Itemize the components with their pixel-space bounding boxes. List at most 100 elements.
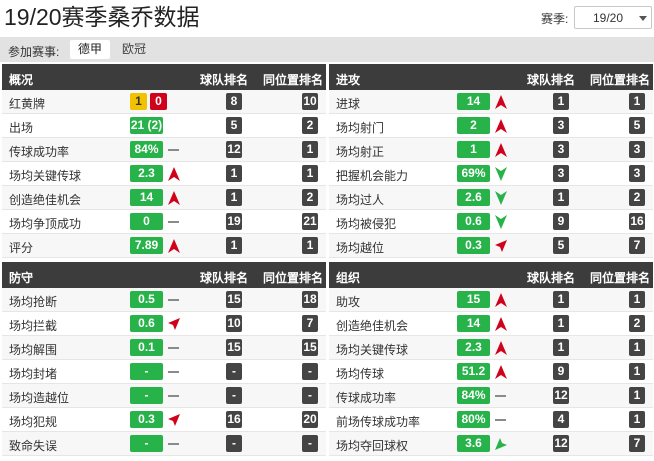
team-rank-value: 12 (553, 387, 569, 404)
team-rank-value: 12 (553, 435, 569, 452)
stat-row: 出场 21 (2) 5 2 (2, 114, 326, 138)
section-title: 防守 (9, 271, 34, 285)
stat-value: 0.3 (457, 237, 490, 254)
team-rank-value: - (226, 387, 242, 404)
position-rank-value: 1 (629, 363, 645, 380)
position-rank-value: 1 (302, 165, 318, 182)
trend-up-right-icon (494, 238, 508, 254)
section-header: 概况 球队排名 同位置排名 (2, 64, 326, 90)
stat-label: 进球 (336, 97, 361, 111)
team-rank-value: - (226, 363, 242, 380)
section-title: 概况 (9, 73, 34, 87)
stat-label: 场均拦截 (9, 319, 58, 333)
stat-value: 15 (457, 291, 490, 308)
stat-value: 14 (457, 93, 490, 110)
section-overview: 概况 球队排名 同位置排名 红黄牌 1 0 8 10 出场 21 (2) 5 2 传球成功率 84% 12 1… (2, 64, 326, 258)
stat-value: 0.6 (130, 315, 163, 332)
trend-up-icon (167, 190, 181, 206)
stat-label: 助攻 (336, 295, 361, 309)
trend-up-icon (167, 166, 181, 182)
stat-row: 红黄牌 1 0 8 10 (2, 90, 326, 114)
stat-label: 传球成功率 (9, 145, 70, 159)
position-rank-value: - (302, 435, 318, 452)
stat-label: 场均关键传球 (336, 343, 409, 357)
stat-row: 场均夺回球权 3.6 12 7 (329, 432, 653, 456)
trend-down-icon (494, 214, 508, 230)
stat-label: 评分 (9, 241, 34, 255)
stat-row: 评分 7.89 1 1 (2, 234, 326, 258)
stat-row: 场均传球 51.2 9 1 (329, 360, 653, 384)
stat-row: 进球 14 1 1 (329, 90, 653, 114)
position-rank-value: 2 (629, 189, 645, 206)
stat-value: 2 (457, 117, 490, 134)
stat-label: 场均夺回球权 (336, 439, 409, 453)
stat-value: 69% (457, 165, 490, 182)
page-title: 19/20赛季桑乔数据 (4, 4, 200, 30)
stat-label: 场均关键传球 (9, 169, 82, 183)
team-rank-value: 10 (226, 315, 242, 332)
stat-row: 场均争顶成功 0 19 21 (2, 210, 326, 234)
stat-row: 场均抢断 0.5 15 18 (2, 288, 326, 312)
team-rank-value: 15 (226, 339, 242, 356)
team-rank-value: 3 (553, 141, 569, 158)
section-header: 防守 球队排名 同位置排名 (2, 262, 326, 288)
trend-down-icon (494, 190, 508, 206)
trend-flat-icon (167, 292, 181, 308)
trend-up-icon (494, 142, 508, 158)
trend-down-icon (494, 166, 508, 182)
stat-row: 场均封堵 - - - (2, 360, 326, 384)
stat-label: 创造绝佳机会 (9, 193, 82, 207)
trend-flat-icon (494, 412, 508, 428)
position-rank-value: 7 (302, 315, 318, 332)
stat-row: 场均射正 1 3 3 (329, 138, 653, 162)
team-rank-value: 19 (226, 213, 242, 230)
competition-label: 参加赛事: (8, 45, 60, 59)
position-rank-value: 2 (629, 315, 645, 332)
stat-label: 场均传球 (336, 367, 385, 381)
section-header: 进攻 球队排名 同位置排名 (329, 64, 653, 90)
position-rank-value: 16 (629, 213, 645, 230)
stat-value: 2.6 (457, 189, 490, 206)
stat-label: 场均造越位 (9, 391, 70, 405)
yellow-card-count: 1 (130, 93, 147, 110)
stat-value: 0.3 (130, 411, 163, 428)
stat-row: 场均被侵犯 0.6 9 16 (329, 210, 653, 234)
stat-row: 场均造越位 - - - (2, 384, 326, 408)
stat-value: 0.6 (457, 213, 490, 230)
tab-champions-league[interactable]: 欧冠 (121, 42, 146, 56)
season-label: 赛季: (541, 12, 569, 26)
stat-row: 创造绝佳机会 14 1 2 (329, 312, 653, 336)
stat-row: 创造绝佳机会 14 1 2 (2, 186, 326, 210)
section-title: 组织 (336, 271, 361, 285)
season-select-value: 19/20 (592, 11, 624, 25)
stat-label: 前场传球成功率 (336, 415, 421, 429)
stat-label: 场均抢断 (9, 295, 58, 309)
position-rank-value: 1 (629, 93, 645, 110)
stat-value: 0.1 (130, 339, 163, 356)
tab-bundesliga[interactable]: 德甲 (70, 40, 110, 59)
stat-value: 2.3 (130, 165, 163, 182)
stat-label: 场均射门 (336, 121, 385, 135)
stat-label: 场均过人 (336, 193, 385, 207)
team-rank-value: 5 (553, 237, 569, 254)
trend-flat-icon (167, 340, 181, 356)
team-rank-value: 1 (226, 237, 242, 254)
stat-row: 传球成功率 84% 12 1 (329, 384, 653, 408)
trend-up-icon (494, 364, 508, 380)
stat-label: 场均犯规 (9, 415, 58, 429)
trend-up-icon (494, 340, 508, 356)
position-rank-value: 20 (302, 411, 318, 428)
section-defense: 防守 球队排名 同位置排名 场均抢断 0.5 15 18 场均拦截 0.6 10 7 场均解围 0.1 1… (2, 262, 326, 456)
stat-label: 场均争顶成功 (9, 217, 82, 231)
section-title: 进攻 (336, 73, 361, 87)
stat-value: - (130, 363, 163, 380)
position-rank-value: 1 (629, 387, 645, 404)
position-rank-value: 1 (629, 339, 645, 356)
season-select[interactable]: 19/20 (574, 6, 652, 29)
team-rank-value: - (226, 435, 242, 452)
stat-value: 14 (457, 315, 490, 332)
trend-up-icon (494, 94, 508, 110)
stat-label: 场均解围 (9, 343, 58, 357)
team-rank-value: 15 (226, 291, 242, 308)
position-rank-header: 同位置排名 (263, 73, 324, 87)
